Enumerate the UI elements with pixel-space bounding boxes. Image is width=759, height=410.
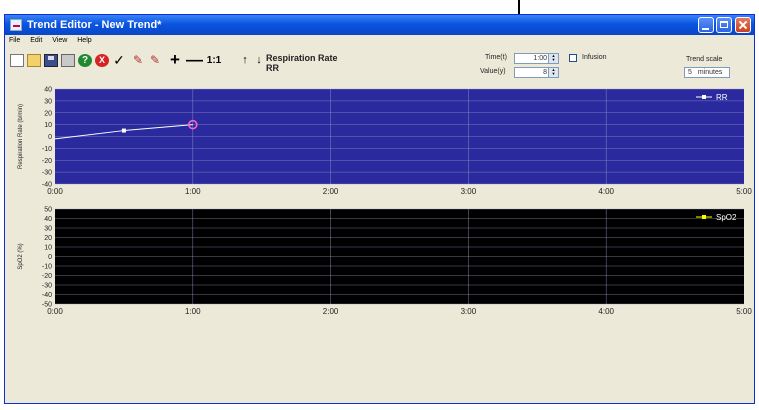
spo2-ytick-label: 50	[44, 207, 52, 214]
close-button[interactable]	[735, 17, 751, 33]
save-icon[interactable]	[44, 54, 58, 67]
spo2-xtick-label: 3:00	[461, 307, 477, 316]
spo2-ytick-label: -20	[42, 273, 52, 280]
rr-data-point	[121, 128, 126, 133]
open-icon[interactable]	[27, 54, 41, 67]
value-value: 8	[543, 69, 547, 76]
infusion-checkbox[interactable]	[569, 54, 577, 62]
spo2-ytick-label: 20	[44, 235, 52, 242]
rr-xtick-label: 4:00	[598, 187, 614, 196]
rr-y-axis-label: Respiration Rate (b/min)	[18, 104, 24, 169]
spo2-legend-label: SpO2	[716, 213, 737, 222]
spo2-ytick-label: 10	[44, 245, 52, 252]
rr-xtick-label: 1:00	[185, 187, 201, 196]
spo2-ytick-label: -30	[42, 283, 52, 290]
rr-ytick-label: 0	[48, 134, 52, 141]
spo2-ytick-label: 0	[48, 254, 52, 261]
time-spinner[interactable]: ▲ ▼	[548, 54, 558, 63]
rr-xtick-label: 0:00	[47, 187, 63, 196]
spo2-xtick-label: 5:00	[736, 307, 752, 316]
trend-scale-field[interactable]: 5 minutes	[684, 67, 730, 78]
spo2-ytick-label: -10	[42, 264, 52, 271]
spo2-xtick-label: 2:00	[323, 307, 339, 316]
menu-bar: File Edit View Help	[9, 37, 100, 49]
window-title: Trend Editor - New Trend*	[27, 19, 162, 31]
spo2-xtick-label: 1:00	[185, 307, 201, 316]
trend-scale-label: Trend scale	[686, 56, 723, 63]
rr-ytick-label: -30	[42, 170, 52, 177]
minus-icon[interactable]: —	[186, 50, 203, 69]
title-bar: Trend Editor - New Trend*	[5, 15, 754, 35]
pen-icon[interactable]: ✎	[132, 53, 144, 67]
spo2-ytick-label: -40	[42, 292, 52, 299]
check-icon[interactable]: ✓	[113, 52, 125, 68]
spo2-xtick-label: 4:00	[598, 307, 614, 316]
rr-legend-label: RR	[716, 93, 728, 102]
app-icon	[10, 19, 22, 31]
menu-edit[interactable]: Edit	[30, 37, 43, 44]
time-label: Time(t)	[485, 54, 507, 61]
rr-ytick-label: 10	[44, 122, 52, 129]
spo2-ytick-label: -50	[42, 302, 52, 309]
rr-xtick-label: 5:00	[736, 187, 752, 196]
rr-xtick-label: 3:00	[461, 187, 477, 196]
value-input[interactable]: 8 ▲ ▼	[514, 67, 559, 78]
trend-editor-window: Trend Editor - New Trend* File Edit View…	[4, 14, 755, 404]
trend-scale-unit: minutes	[697, 69, 723, 76]
parameter-name: Respiration Rate RR	[266, 53, 386, 73]
value-spinner[interactable]: ▲ ▼	[548, 68, 558, 77]
rr-ytick-label: -20	[42, 158, 52, 165]
rr-legend-marker	[702, 95, 706, 99]
time-input[interactable]: 1:00 ▲ ▼	[514, 53, 559, 64]
rr-xtick-label: 2:00	[323, 187, 339, 196]
spo2-ytick-label: 30	[44, 226, 52, 233]
spo2-ytick-label: 40	[44, 216, 52, 223]
down-arrow-icon[interactable]: ↓	[256, 54, 262, 66]
menu-view[interactable]: View	[52, 37, 68, 44]
spo2-xtick-label: 0:00	[47, 307, 63, 316]
menu-file[interactable]: File	[9, 37, 21, 44]
parameter-name-line2: RR	[266, 63, 279, 73]
fit-icon[interactable]: 1:1	[206, 55, 222, 66]
stop-icon[interactable]: X	[95, 54, 109, 67]
print-icon[interactable]	[61, 54, 75, 67]
up-arrow-icon[interactable]: ↑	[242, 54, 248, 66]
menu-help[interactable]: Help	[77, 37, 92, 44]
maximize-button[interactable]	[716, 17, 732, 33]
infusion-label: Infusion	[582, 54, 607, 61]
rr-ytick-label: -40	[42, 182, 52, 189]
value-label: Value(y)	[480, 68, 506, 75]
rr-ytick-label: 40	[44, 87, 52, 94]
rr-ytick-label: -10	[42, 146, 52, 153]
rr-ytick-label: 30	[44, 98, 52, 105]
pen-alt-icon[interactable]: ✎	[149, 53, 161, 67]
help-icon[interactable]: ?	[78, 54, 92, 67]
spo2-y-axis-label: SpO2 (%)	[18, 243, 24, 269]
parameter-name-line1: Respiration Rate	[266, 53, 338, 63]
toolbar: ? X ✓ ✎ ✎ + — 1:1 ↑ ↓ Respiration Rate R…	[10, 51, 750, 81]
new-icon[interactable]	[10, 54, 24, 67]
plus-icon[interactable]: +	[170, 50, 180, 69]
spo2-legend-marker	[702, 215, 706, 219]
trend-scale-value: 5	[688, 69, 692, 76]
minimize-button[interactable]	[698, 17, 714, 33]
time-value: 1:00	[533, 55, 547, 62]
rr-ytick-label: 20	[44, 110, 52, 117]
rr-selected-point	[188, 119, 198, 130]
